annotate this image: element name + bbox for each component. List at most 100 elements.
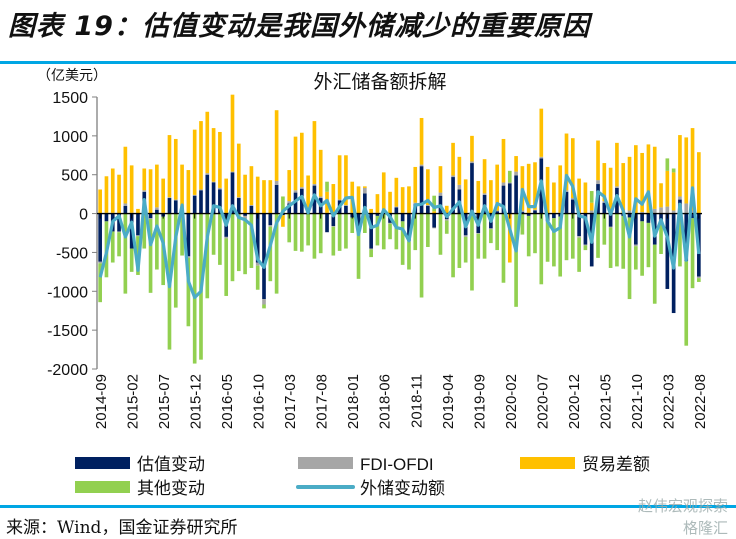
bar-trade-balance: [407, 186, 411, 214]
bar-fdi-ofdi: [564, 190, 569, 192]
bar-fdi-ofdi: [457, 184, 462, 190]
bar-valuation: [249, 205, 254, 214]
bar-other: [627, 217, 632, 300]
bar-trade-balance: [287, 170, 292, 202]
bar-valuation: [155, 209, 159, 214]
x-tick-label: 2015-07: [156, 374, 173, 429]
bar-trade-balance: [98, 189, 102, 214]
bar-trade-balance: [526, 163, 531, 213]
bar-fdi-ofdi: [224, 236, 229, 239]
bar-trade-balance: [243, 174, 247, 214]
bar-other: [381, 213, 386, 250]
bar-fdi-ofdi: [577, 236, 581, 238]
x-tick-label: 2021-10: [629, 374, 646, 429]
bar-trade-balance: [211, 128, 216, 182]
legend-other-label: 其他变动: [137, 479, 205, 499]
bar-fdi-ofdi: [255, 262, 260, 266]
bar-trade-balance: [274, 110, 279, 181]
bar-valuation: [199, 190, 203, 214]
bar-fdi-ofdi: [318, 196, 323, 199]
bar-trade-balance: [218, 131, 222, 188]
bar-other: [533, 213, 537, 254]
bar-trade-balance: [615, 142, 619, 187]
bar-trade-balance: [457, 156, 462, 185]
bar-other: [337, 213, 342, 251]
chart-title: 外汇储备额拆解: [313, 71, 446, 93]
bar-valuation: [331, 213, 336, 227]
legend-valuation-swatch: [75, 457, 130, 469]
bar-valuation: [684, 213, 689, 261]
bar-other: [281, 196, 285, 213]
y-tick-label: 1500: [52, 90, 88, 107]
bar-valuation: [344, 205, 348, 214]
bar-fdi-ofdi: [192, 194, 197, 196]
bar-fdi-ofdi: [199, 189, 203, 191]
bar-valuation: [268, 213, 273, 226]
bar-other: [646, 222, 651, 268]
bar-valuation: [451, 177, 455, 214]
bar-fdi-ofdi: [678, 196, 682, 200]
bar-trade-balance: [533, 162, 537, 210]
bar-valuation: [646, 213, 651, 223]
bar-trade-balance: [337, 155, 342, 200]
bar-fdi-ofdi: [268, 225, 273, 227]
legend-fdi-ofdi-swatch: [298, 457, 353, 469]
bar-trade-balance: [123, 146, 128, 204]
bar-valuation: [514, 175, 518, 214]
bar-trade-balance: [255, 176, 260, 214]
bar-other: [419, 213, 424, 298]
bar-other: [129, 248, 134, 272]
bar-fdi-ofdi: [205, 173, 210, 175]
bar-trade-balance: [281, 215, 285, 227]
bar-trade-balance: [463, 179, 468, 214]
bar-trade-balance: [659, 183, 663, 208]
bar-valuation: [117, 213, 121, 232]
x-tick-label: 2020-07: [534, 374, 551, 429]
bar-fdi-ofdi: [426, 205, 430, 206]
bar-trade-balance: [388, 191, 392, 214]
bar-trade-balance: [192, 129, 197, 195]
bar-trade-balance: [558, 165, 563, 213]
bar-other: [312, 213, 317, 259]
x-tick-label: 2018-01: [345, 374, 362, 429]
bar-trade-balance: [155, 164, 159, 208]
bar-other: [407, 241, 411, 270]
bar-trade-balance: [236, 143, 241, 198]
bar-valuation: [287, 203, 292, 214]
bar-other: [634, 246, 638, 270]
bar-fdi-ofdi: [438, 192, 443, 196]
bar-fdi-ofdi: [293, 190, 298, 193]
bar-other: [306, 213, 310, 246]
bar-trade-balance: [262, 180, 266, 214]
y-tick-label: -2000: [47, 362, 88, 379]
bar-valuation: [230, 172, 235, 214]
bar-other: [659, 223, 663, 254]
bar-fdi-ofdi: [211, 181, 216, 183]
bar-other: [577, 237, 581, 272]
bar-trade-balance: [381, 172, 386, 210]
bar-trade-balance: [344, 155, 348, 206]
bar-other: [665, 158, 670, 171]
bar-other: [558, 216, 563, 277]
bar-valuation: [274, 184, 279, 214]
bar-fdi-ofdi: [476, 233, 481, 234]
x-tick-label: 2017-03: [282, 374, 299, 429]
bar-other: [262, 304, 266, 309]
bar-other: [520, 213, 525, 235]
bar-trade-balance: [230, 94, 235, 172]
bar-trade-balance: [331, 184, 336, 214]
legend-trade-balance-label: 贸易差额: [582, 455, 650, 475]
y-tick-label: 1000: [52, 129, 88, 146]
x-tick-label: 2016-10: [251, 374, 268, 429]
bar-trade-balance: [161, 178, 165, 213]
bar-trade-balance: [621, 163, 626, 213]
bar-fdi-ofdi: [444, 219, 449, 221]
bar-valuation: [400, 213, 405, 222]
bar-valuation: [552, 213, 556, 219]
x-tick-label: 2019-04: [440, 374, 457, 429]
bar-other: [476, 233, 481, 259]
bar-fdi-ofdi: [627, 210, 632, 214]
bar-valuation: [104, 213, 109, 222]
bar-fdi-ofdi: [186, 256, 191, 258]
